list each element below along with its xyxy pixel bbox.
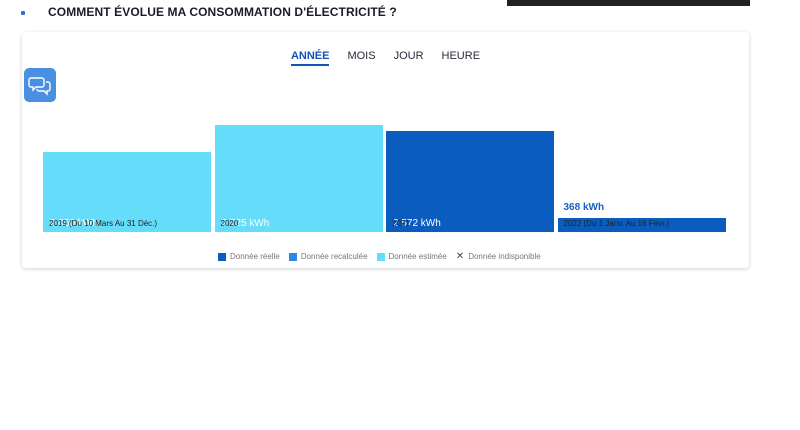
close-icon: ✕ [455, 250, 465, 262]
chart-bar[interactable]: 2 725 kWh [214, 125, 383, 232]
chart-bar[interactable] [557, 218, 726, 232]
legend-label-recalculated: Donnée recalculée [300, 252, 368, 261]
legend-label-real: Donnée réelle [230, 252, 280, 261]
legend-label-unavailable: Donnée indisponible [468, 252, 541, 261]
chat-bubbles-icon [28, 77, 51, 96]
legend-label-estimated: Donnée estimée [388, 252, 447, 261]
legend-swatch-estimated [376, 252, 385, 261]
x-axis-label: 2022 (Du 1 Janv. Au 16 Févr.) [563, 219, 670, 228]
x-axis-label: 2020 [220, 219, 239, 228]
bar-value-label: 368 kWh [563, 202, 605, 213]
consumption-card: ANNÉE MOIS JOUR HEURE 2 050 kWh 2 725 kWh… [22, 32, 749, 268]
legend-item-estimated: Donnée estimée [376, 252, 447, 261]
x-axis-label: 2021 [392, 219, 410, 228]
bar-value-label: 2 572 kWh [393, 218, 441, 229]
legend-item-recalculated: Donnée recalculée [288, 252, 368, 261]
tab-mois[interactable]: MOIS [347, 50, 376, 62]
legend-item-real: Donnée réelle [218, 252, 280, 261]
chat-button[interactable] [24, 68, 56, 102]
legend-swatch-recalculated [288, 252, 297, 261]
top-dark-bar [507, 0, 750, 6]
section-bullet [21, 11, 25, 15]
bar-value-label: 2 050 kWh [50, 218, 98, 229]
bar-value-label: 2 725 kWh [221, 218, 270, 229]
tab-heure[interactable]: HEURE [441, 50, 481, 62]
chart-bar[interactable]: 2 050 kWh [43, 152, 211, 232]
chart-bar[interactable]: 2 572 kWh [386, 131, 554, 232]
tab-annee[interactable]: ANNÉE [282, 50, 339, 66]
chart-legend: Donnée réelle Donnée recalculée Donnée e… [218, 250, 541, 262]
x-axis-label: 2019 (Du 10 Mars Au 31 Déc.) [49, 219, 158, 228]
period-tabs: ANNÉE MOIS JOUR HEURE [22, 50, 749, 66]
consumption-chart: 2 050 kWh 2 725 kWh 2 572 kWh 368 kWh [22, 102, 749, 232]
section-title: COMMENT ÉVOLUE MA CONSOMMATION D'ÉLECTRI… [48, 5, 397, 19]
tab-jour[interactable]: JOUR [393, 50, 424, 62]
legend-swatch-real [218, 252, 226, 261]
legend-item-unavailable: ✕ Donnée indisponible [455, 250, 541, 262]
